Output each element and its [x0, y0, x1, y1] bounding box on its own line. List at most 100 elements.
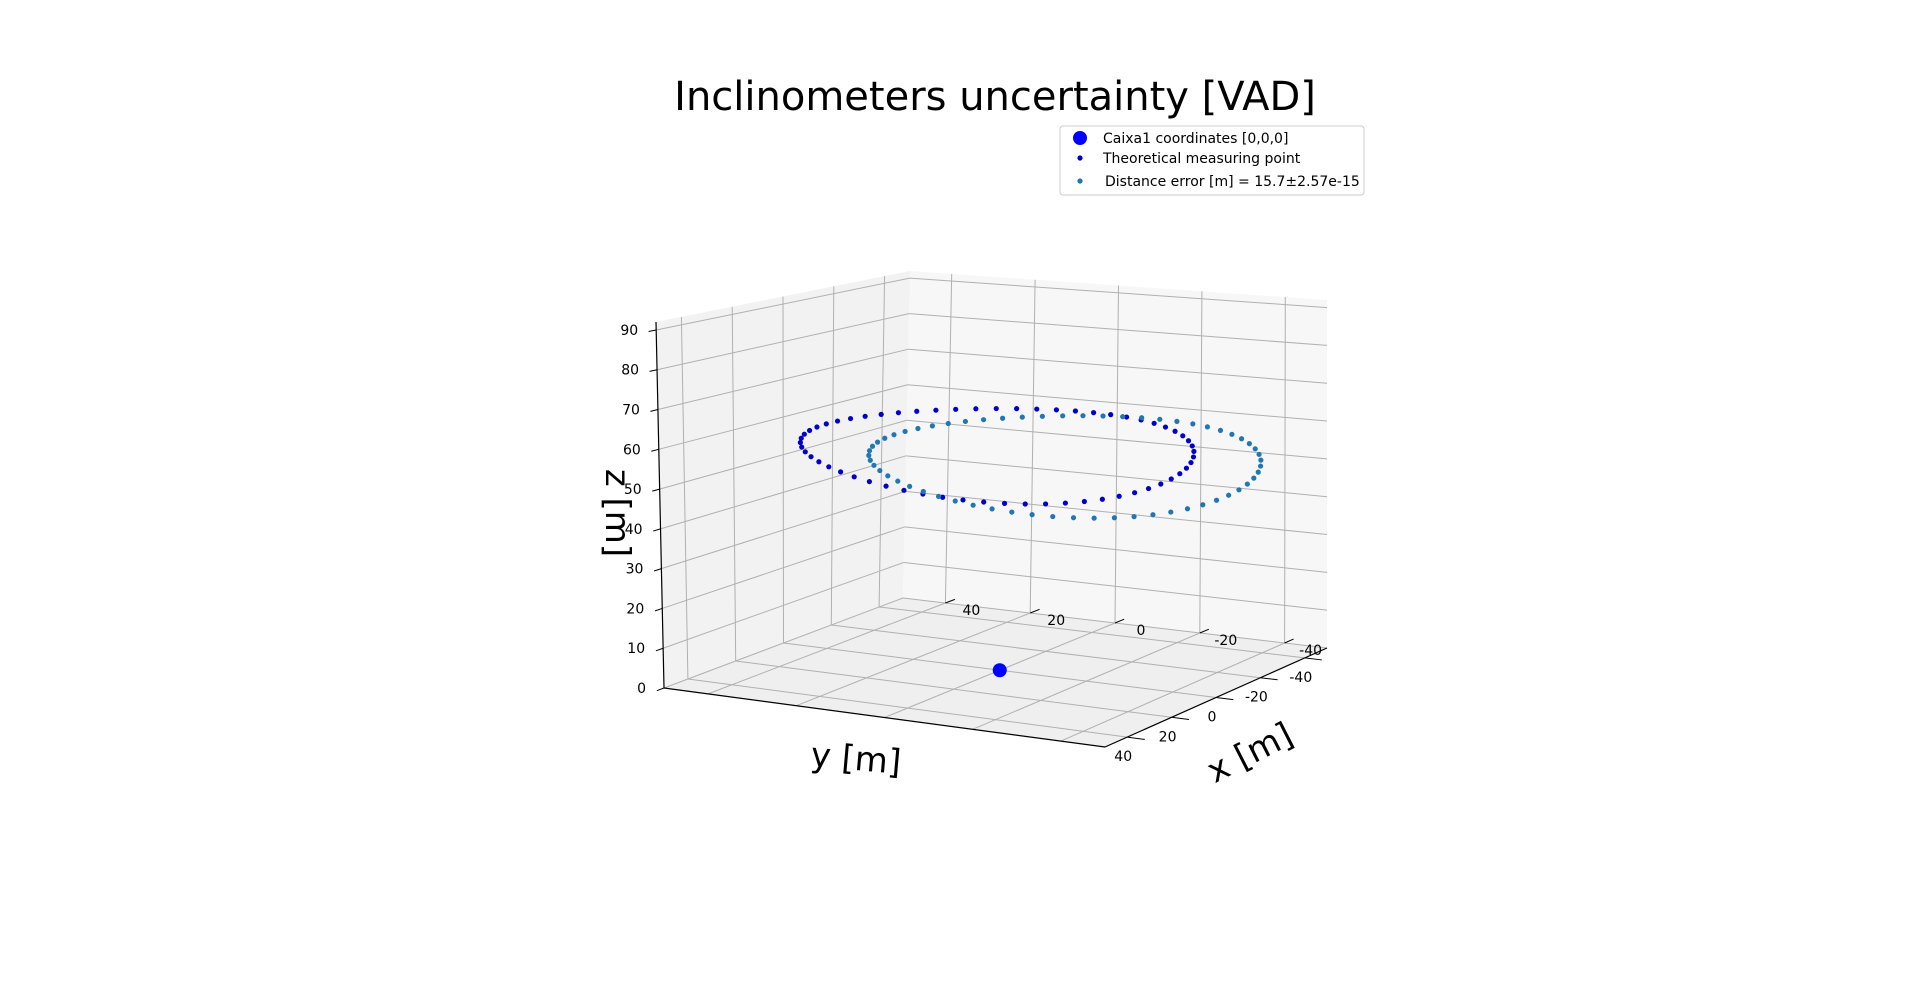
grid-line-z-side — [908, 348, 1328, 384]
theoretical-point — [1001, 500, 1008, 506]
measured-point — [945, 420, 951, 427]
measured-point — [1258, 457, 1264, 463]
y-tick-mark — [1304, 657, 1322, 661]
theoretical-point — [1145, 485, 1152, 492]
z-tick-label: 50 — [624, 482, 642, 498]
grid-line-x-side — [1284, 297, 1286, 644]
measured-point — [874, 439, 881, 445]
measured-point — [1168, 509, 1174, 515]
measured-point — [952, 498, 958, 504]
measured-point — [970, 502, 976, 508]
theoretical-point — [953, 406, 959, 412]
measured-point — [1150, 512, 1156, 518]
x-tick-label: 0 — [1137, 623, 1146, 639]
measured-point — [1019, 414, 1025, 420]
theoretical-point — [1108, 412, 1114, 418]
measured-point — [935, 493, 942, 500]
theoretical-point — [866, 478, 873, 485]
x-tick-label: 40 — [962, 603, 980, 619]
grid-line-x-side — [1029, 279, 1036, 614]
z-tick-mark — [653, 568, 662, 572]
grid-line-y-back — [782, 296, 784, 644]
grid-line-y-floor — [831, 624, 1261, 679]
tick-labels: -40 -20 0 20 40 -40 -20 0 20 40 0 10 20 30 40 50 60 70 80 9… — [620, 323, 1322, 765]
z-tick-mark — [650, 409, 659, 412]
z-tick-label: 80 — [621, 363, 639, 379]
grid-line-y-floor — [735, 660, 1172, 718]
grid-line-z-back — [663, 597, 904, 689]
measured-point — [891, 432, 897, 438]
grid-line-z-side — [905, 455, 1328, 498]
measured-point — [1009, 509, 1015, 515]
grid-line-z-side — [907, 384, 1328, 422]
measured-point — [1080, 413, 1086, 419]
measured-point — [1244, 481, 1250, 487]
x-tick-mark — [1199, 628, 1210, 634]
grid-line-y-back — [830, 286, 835, 626]
theoretical-point — [851, 474, 857, 480]
theoretical-point — [802, 449, 808, 455]
theoretical-point — [1188, 459, 1194, 466]
measured-point — [885, 473, 891, 479]
z-tick-mark — [651, 448, 659, 452]
z-tick-mark — [653, 528, 661, 532]
grid-line-z-back — [658, 384, 908, 450]
theoretical-point — [1062, 500, 1068, 506]
measured-point — [1000, 415, 1006, 421]
measured-point — [1229, 431, 1235, 437]
z-tick-label: 30 — [626, 562, 644, 578]
measured-point — [871, 462, 877, 468]
measured-point — [929, 423, 935, 429]
grid-line-z-back — [656, 277, 910, 331]
measured-point — [1217, 427, 1224, 433]
z-tick-mark — [655, 647, 664, 652]
z-axis-label: z [m] — [597, 469, 637, 557]
theoretical-point — [878, 411, 884, 417]
measured-point — [920, 488, 926, 495]
measured-point — [1184, 506, 1191, 512]
grid-line-y-floor — [879, 606, 1305, 659]
z-axis-line — [655, 321, 665, 689]
grid-line-z-side — [906, 419, 1328, 460]
measured-point — [1111, 515, 1117, 521]
theoretical-point — [1162, 424, 1169, 430]
measured-point — [962, 418, 968, 425]
measured-point — [902, 428, 908, 435]
theoretical-point — [1014, 406, 1020, 412]
theoretical-point — [1190, 454, 1197, 460]
grid-line-y-back — [878, 276, 886, 608]
y-tick-label: 20 — [1159, 729, 1177, 745]
theoretical-point — [960, 497, 966, 503]
theoretical-point — [797, 439, 803, 446]
theoretical-point — [993, 405, 999, 412]
theoretical-point — [814, 424, 820, 430]
theoretical-point — [914, 408, 920, 414]
grid-line-z-side — [905, 490, 1328, 536]
measured-point — [1255, 469, 1261, 475]
theoretical-point — [1042, 501, 1049, 507]
theoretical-point — [1191, 448, 1197, 454]
measured-point — [1029, 512, 1035, 518]
measured-point — [1091, 515, 1097, 521]
measured-point — [1257, 463, 1264, 469]
measured-point — [1100, 413, 1106, 419]
x-tick-label: -20 — [1214, 633, 1237, 649]
legend-marker-measured — [1077, 178, 1083, 184]
grid-line-z-back — [659, 419, 907, 490]
grid-line-z-back — [661, 490, 906, 570]
grid-line-y-back — [731, 306, 737, 662]
x-tick-mark — [1284, 638, 1294, 644]
measured-point — [1256, 451, 1262, 457]
theoretical-point — [834, 418, 841, 424]
y-tick-label: -20 — [1245, 690, 1268, 706]
grid-line-z-back — [656, 313, 910, 371]
measured-point — [1139, 415, 1145, 421]
z-tick-label: 10 — [627, 641, 645, 657]
theoretical-point — [883, 483, 889, 489]
grid-line-z-back — [660, 455, 907, 530]
measured-point — [1226, 492, 1232, 498]
theoretical-point — [1034, 406, 1040, 412]
legend-marker-theoretical — [1077, 155, 1083, 161]
theoretical-point — [1099, 496, 1105, 502]
